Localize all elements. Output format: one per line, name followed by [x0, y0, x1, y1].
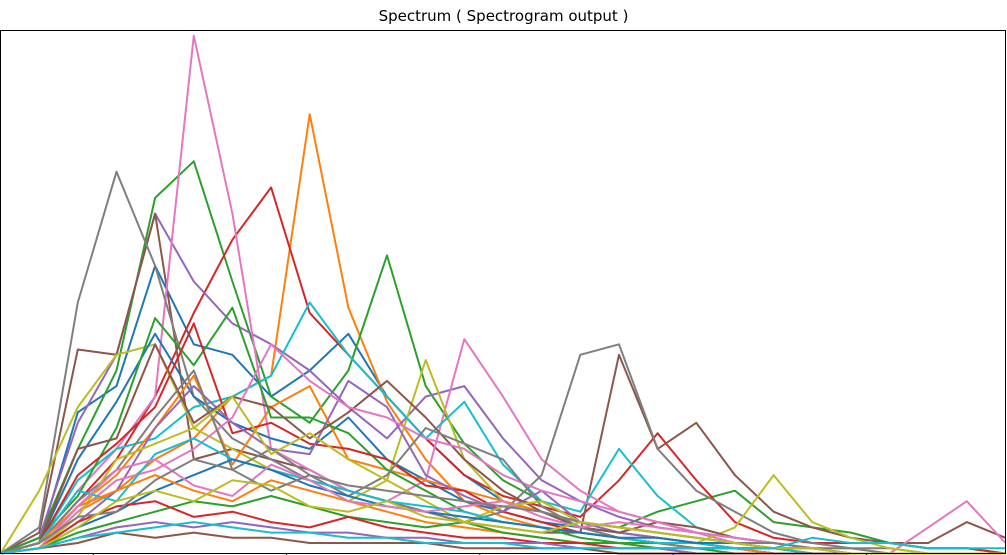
chart-title: Spectrum ( Spectrogram output ) — [378, 7, 629, 25]
axes-frame — [0, 30, 1006, 554]
series-line-23 — [0, 495, 1006, 555]
series-layer — [0, 34, 1007, 555]
series-line-30 — [0, 521, 1006, 555]
series-line-2 — [0, 113, 1006, 555]
series-line-4 — [0, 186, 1006, 555]
series-line-11 — [0, 332, 1006, 555]
series-line-28 — [0, 458, 1006, 555]
series-line-29 — [0, 479, 1006, 555]
series-line-22 — [0, 474, 1006, 555]
series-line-3 — [0, 160, 1006, 555]
